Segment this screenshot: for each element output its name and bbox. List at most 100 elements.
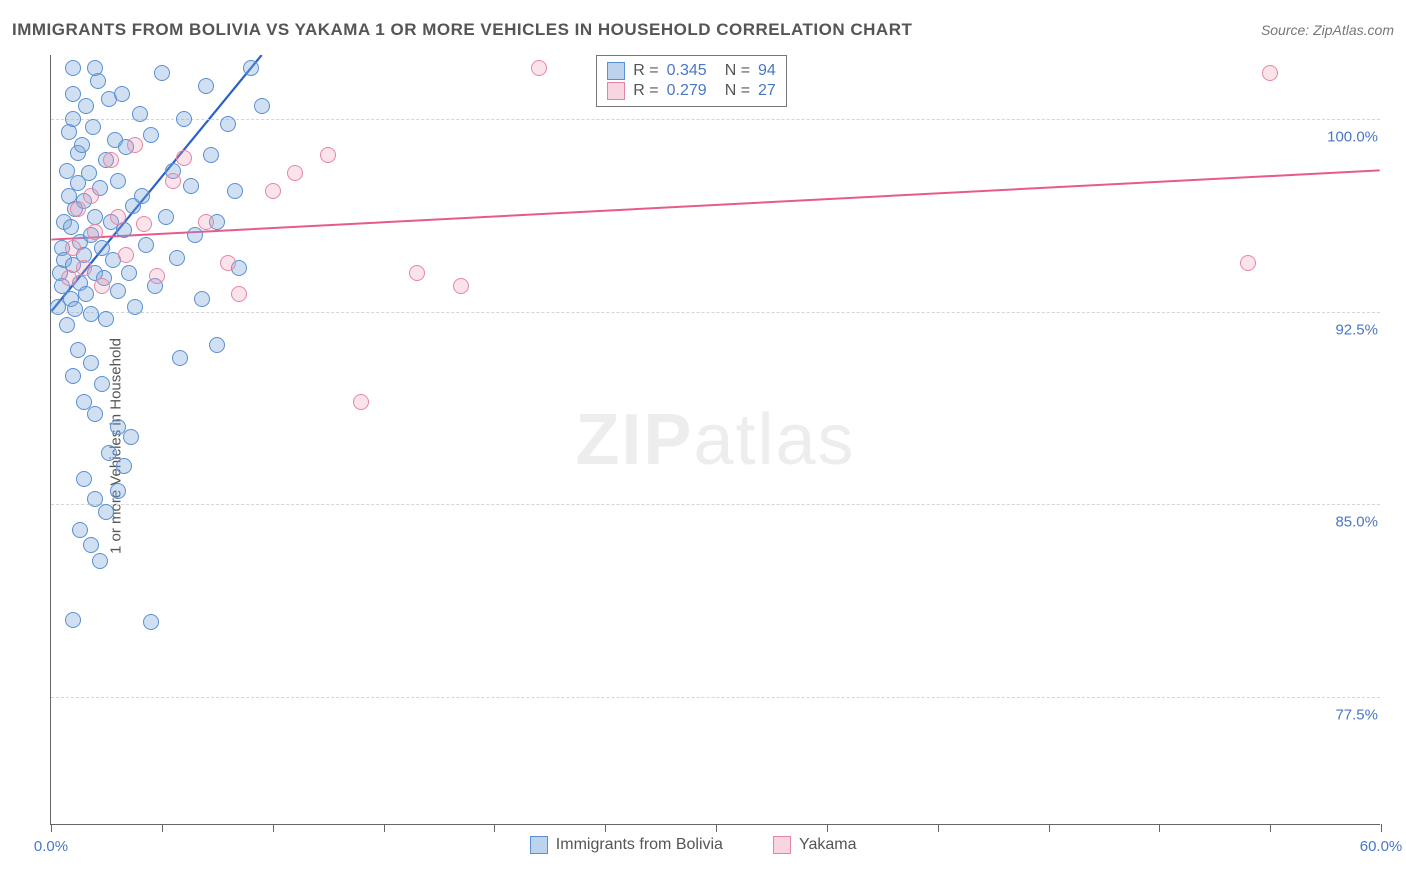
legend-item: Immigrants from Bolivia <box>530 836 723 854</box>
scatter-point <box>78 98 94 114</box>
scatter-point <box>209 337 225 353</box>
scatter-point <box>65 240 81 256</box>
scatter-point <box>123 429 139 445</box>
x-tick <box>1049 824 1050 832</box>
trend-overlay <box>51 55 1380 824</box>
scatter-point <box>101 445 117 461</box>
scatter-point <box>76 471 92 487</box>
gridline-h <box>51 119 1380 120</box>
scatter-point <box>220 116 236 132</box>
scatter-point <box>114 86 130 102</box>
scatter-point <box>94 376 110 392</box>
scatter-point <box>231 286 247 302</box>
watermark-zip: ZIP <box>575 400 693 480</box>
gridline-h <box>51 504 1380 505</box>
scatter-point <box>74 137 90 153</box>
scatter-point <box>65 368 81 384</box>
scatter-point <box>85 119 101 135</box>
scatter-point <box>132 106 148 122</box>
x-tick <box>605 824 606 832</box>
gridline-h <box>51 312 1380 313</box>
scatter-point <box>409 265 425 281</box>
legend-swatch <box>607 82 625 100</box>
scatter-point <box>116 458 132 474</box>
x-tick <box>1381 824 1382 832</box>
legend-row: R =0.279N =27 <box>607 82 776 100</box>
scatter-point <box>110 283 126 299</box>
y-tick-label: 92.5% <box>1331 321 1382 338</box>
x-tick <box>1159 824 1160 832</box>
scatter-point <box>87 224 103 240</box>
scatter-point <box>143 614 159 630</box>
scatter-point <box>59 317 75 333</box>
legend-r-value: 0.345 <box>667 62 707 80</box>
y-tick-label: 85.0% <box>1331 514 1382 531</box>
scatter-point <box>81 165 97 181</box>
scatter-point <box>176 150 192 166</box>
scatter-point <box>70 342 86 358</box>
scatter-point <box>1240 255 1256 271</box>
scatter-point <box>83 306 99 322</box>
scatter-point <box>265 183 281 199</box>
scatter-point <box>98 504 114 520</box>
scatter-point <box>98 311 114 327</box>
scatter-point <box>87 406 103 422</box>
legend-n-value: 27 <box>758 82 776 100</box>
scatter-point <box>127 299 143 315</box>
scatter-point <box>103 152 119 168</box>
scatter-point <box>198 214 214 230</box>
scatter-point <box>1262 65 1278 81</box>
scatter-point <box>176 111 192 127</box>
scatter-point <box>110 209 126 225</box>
scatter-point <box>72 522 88 538</box>
scatter-point <box>92 553 108 569</box>
scatter-point <box>287 165 303 181</box>
scatter-point <box>169 250 185 266</box>
scatter-point <box>65 60 81 76</box>
legend-item: Yakama <box>773 836 857 854</box>
scatter-point <box>194 291 210 307</box>
legend-row: R =0.345N =94 <box>607 62 776 80</box>
scatter-point <box>183 178 199 194</box>
scatter-point <box>78 286 94 302</box>
scatter-point <box>187 227 203 243</box>
scatter-point <box>110 173 126 189</box>
scatter-point <box>165 173 181 189</box>
y-tick-label: 100.0% <box>1323 129 1382 146</box>
scatter-point <box>172 350 188 366</box>
scatter-point <box>320 147 336 163</box>
x-tick <box>716 824 717 832</box>
scatter-point <box>453 278 469 294</box>
scatter-point <box>138 237 154 253</box>
legend-r-value: 0.279 <box>667 82 707 100</box>
legend-series-name: Yakama <box>799 836 857 854</box>
source-label: Source: ZipAtlas.com <box>1261 22 1394 38</box>
scatter-point <box>76 260 92 276</box>
scatter-point <box>136 216 152 232</box>
scatter-point <box>227 183 243 199</box>
y-tick-label: 77.5% <box>1331 706 1382 723</box>
gridline-h <box>51 697 1380 698</box>
watermark-atlas: atlas <box>693 400 855 480</box>
x-tick <box>938 824 939 832</box>
trend-line <box>51 170 1379 239</box>
legend-series: Immigrants from Bolivia Yakama <box>530 836 857 854</box>
scatter-point <box>94 278 110 294</box>
x-tick <box>1270 824 1271 832</box>
scatter-point <box>67 301 83 317</box>
scatter-point <box>154 65 170 81</box>
legend-series-name: Immigrants from Bolivia <box>556 836 723 854</box>
scatter-point <box>63 219 79 235</box>
scatter-point <box>254 98 270 114</box>
scatter-point <box>531 60 547 76</box>
legend-n-label: N = <box>725 62 750 80</box>
x-tick-label: 60.0% <box>1360 838 1403 855</box>
scatter-point <box>158 209 174 225</box>
x-tick <box>51 824 52 832</box>
x-tick <box>273 824 274 832</box>
scatter-point <box>143 127 159 143</box>
scatter-point <box>203 147 219 163</box>
scatter-point <box>65 86 81 102</box>
scatter-point <box>353 394 369 410</box>
scatter-point <box>65 612 81 628</box>
